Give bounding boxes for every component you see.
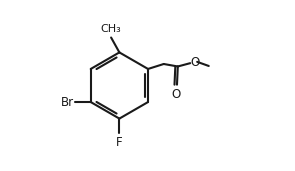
Text: CH₃: CH₃ xyxy=(100,24,121,34)
Text: O: O xyxy=(191,56,200,69)
Text: Br: Br xyxy=(61,96,74,109)
Text: F: F xyxy=(116,136,123,149)
Text: O: O xyxy=(171,88,181,101)
